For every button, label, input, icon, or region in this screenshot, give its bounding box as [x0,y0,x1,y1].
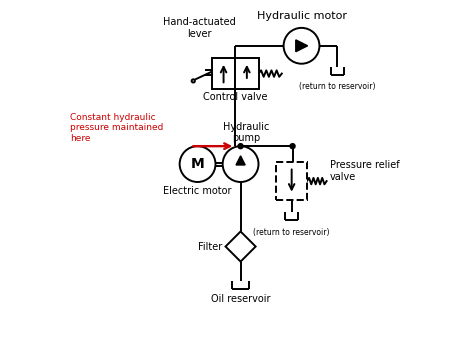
Text: Hydraulic motor: Hydraulic motor [256,11,346,21]
Text: Constant hydraulic
pressure maintained
here: Constant hydraulic pressure maintained h… [70,113,164,143]
Text: (return to reservoir): (return to reservoir) [299,82,375,91]
Polygon shape [296,40,308,52]
Bar [235,58,258,89]
Text: Electric motor: Electric motor [164,186,232,196]
Text: Filter: Filter [199,242,223,252]
Circle shape [290,144,295,149]
Text: Control valve: Control valve [203,92,267,102]
Text: Pressure relief
valve: Pressure relief valve [330,161,400,182]
Text: Hydraulic
pump: Hydraulic pump [223,122,269,143]
Text: Hand-actuated
lever: Hand-actuated lever [163,17,236,39]
Circle shape [238,144,243,149]
Polygon shape [236,156,245,165]
Bar [212,58,235,89]
Bar [276,162,307,200]
Polygon shape [226,232,255,262]
Text: M: M [191,157,204,171]
Text: (return to reservoir): (return to reservoir) [254,228,330,237]
Text: Oil reservoir: Oil reservoir [211,294,270,304]
